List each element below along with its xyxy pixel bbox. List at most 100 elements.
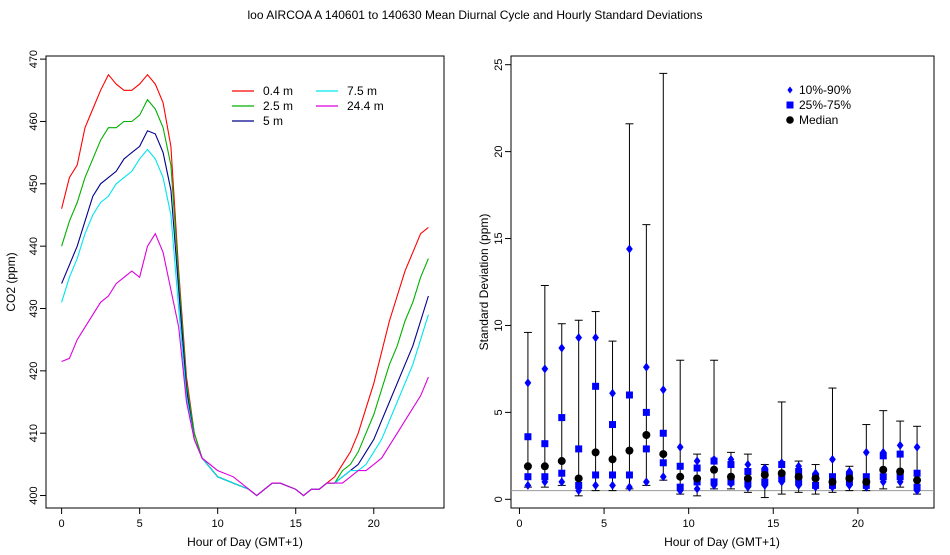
median-marker [608, 455, 617, 464]
legend-label: 0.4 m [263, 84, 293, 98]
left-y-tick-label: 400 [28, 486, 40, 504]
series-line-5-m [61, 130, 429, 497]
series-line-24-4-m [61, 232, 429, 497]
p10-marker [693, 484, 701, 494]
median-marker [811, 474, 820, 483]
p75-marker [828, 473, 836, 481]
p25-marker [541, 473, 549, 481]
median-marker [642, 430, 651, 439]
right-x-tick-label: 20 [852, 518, 864, 530]
p25-marker [609, 471, 617, 479]
median-marker [879, 465, 888, 474]
right-y-tick-label: 5 [493, 409, 505, 415]
p90-marker [609, 388, 616, 398]
p90-marker [862, 447, 870, 457]
p25-marker [642, 445, 650, 453]
left-panel-co2-diurnal: Hour of Day (GMT+1) CO2 (ppm) 0 5 10 15 20 40… [4, 50, 445, 549]
right-y-tick-label: 10 [493, 319, 505, 331]
legend-marker-square [786, 101, 794, 109]
median-marker [726, 472, 735, 481]
left-x-tick-label: 20 [368, 518, 380, 530]
p75-marker [896, 450, 904, 458]
p90-marker [642, 362, 650, 372]
p25-marker [575, 481, 583, 489]
median-marker [557, 457, 566, 466]
chart-title: loo AIRCOA A 140601 to 140630 Mean Diurn… [248, 8, 703, 22]
p75-marker [879, 452, 887, 460]
p25-marker [879, 473, 887, 481]
p25-marker [727, 478, 735, 486]
p75-marker [592, 382, 600, 390]
median-marker [896, 467, 905, 476]
legend-label: 5 m [263, 114, 283, 128]
p75-marker [727, 461, 735, 469]
p75-marker [676, 462, 684, 470]
p75-marker [795, 467, 803, 475]
right-y-tick-label: 15 [493, 232, 505, 244]
median-marker [760, 470, 769, 479]
p75-marker [625, 391, 633, 399]
median-marker [845, 474, 854, 483]
legend-label: 2.5 m [263, 99, 293, 113]
p75-marker [659, 429, 667, 437]
median-marker [591, 448, 600, 457]
p90-marker [592, 333, 599, 343]
median-marker [743, 474, 752, 483]
p90-marker [659, 385, 667, 395]
p25-marker [659, 459, 667, 467]
p75-marker [575, 445, 583, 453]
p90-marker [558, 343, 566, 353]
median-marker [693, 474, 702, 483]
median-marker [777, 469, 786, 478]
right-y-axis-label: Standard Deviation (ppm) [477, 214, 491, 351]
median-marker [862, 477, 871, 486]
right-y-tick-label: 20 [493, 145, 505, 157]
legend-marker-diamond [787, 86, 793, 94]
p75-marker [862, 473, 870, 481]
p75-marker [744, 467, 752, 475]
right-x-tick-label: 0 [516, 518, 522, 530]
p10-marker [558, 477, 566, 487]
p25-marker [625, 471, 633, 479]
legend-label: 24.4 m [347, 99, 384, 113]
left-x-tick-label: 10 [212, 518, 224, 530]
p10-marker [642, 477, 650, 487]
p25-marker [913, 483, 921, 491]
legend-label: Median [799, 113, 838, 127]
legend-marker-circle [786, 116, 794, 124]
left-y-tick-label: 430 [28, 299, 40, 317]
p25-marker [524, 473, 532, 481]
p90-marker [626, 244, 633, 254]
p25-marker [761, 478, 769, 486]
p75-marker [558, 414, 566, 422]
median-marker [540, 462, 549, 471]
left-x-tick-label: 5 [137, 518, 143, 530]
p75-marker [693, 464, 701, 472]
right-x-tick-label: 5 [601, 518, 607, 530]
p90-marker [524, 378, 532, 388]
series-line-7-5-m [61, 148, 429, 497]
p75-marker [642, 408, 650, 416]
right-x-tick-label: 10 [683, 518, 695, 530]
p10-marker [592, 480, 599, 490]
p10-marker [659, 472, 667, 482]
p10-marker [524, 480, 532, 490]
legend-label: 7.5 m [347, 84, 377, 98]
series-line-2-5-m [61, 98, 429, 497]
median-marker [794, 472, 803, 481]
median-marker [828, 477, 837, 486]
median-marker [659, 450, 668, 459]
right-x-axis-label: Hour of Day (GMT+1) [664, 535, 780, 549]
p75-marker [710, 457, 718, 465]
median-marker [523, 462, 532, 471]
p25-marker [558, 469, 566, 477]
p25-marker [778, 474, 786, 482]
p10-marker [609, 480, 616, 490]
right-y-tick-label: 0 [493, 496, 505, 502]
right-y-tick-label: 25 [493, 59, 505, 71]
p75-marker [609, 421, 617, 429]
legend-label: 25%-75% [799, 98, 851, 112]
left-x-tick-label: 0 [59, 518, 65, 530]
median-marker [710, 465, 719, 474]
